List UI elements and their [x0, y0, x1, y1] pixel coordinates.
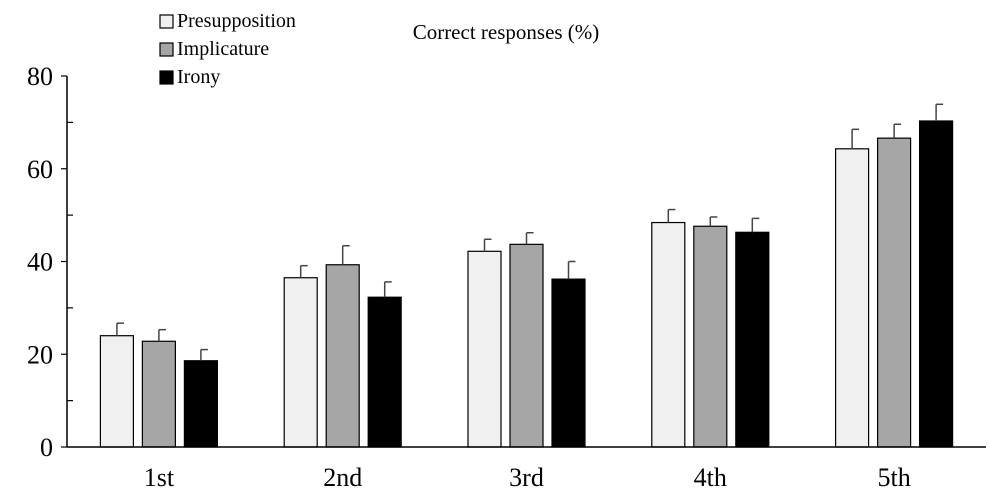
- y-tick-label: 40: [27, 248, 53, 277]
- legend-swatch-presupposition: [159, 14, 174, 29]
- bar-implicature-1st: [141, 340, 176, 448]
- bar-presupposition-2nd: [283, 277, 318, 448]
- bar-implicature-5th: [876, 137, 912, 448]
- bar-irony-5th: [918, 120, 954, 448]
- x-category-label: 2nd: [323, 463, 362, 492]
- y-tick-label: 0: [40, 433, 53, 462]
- y-ticks-layer: 0 20 40 60 80: [27, 62, 73, 462]
- bar-irony-2nd: [367, 296, 402, 448]
- bars-layer: [99, 120, 954, 448]
- y-tick-label: 60: [27, 155, 53, 184]
- bar-implicature-3rd: [509, 243, 544, 448]
- x-category-label: 5th: [877, 463, 910, 492]
- bar-presupposition-3rd: [467, 250, 502, 448]
- bar-presupposition-1st: [99, 335, 135, 448]
- x-category-label: 4th: [694, 463, 727, 492]
- x-category-label: 3rd: [509, 463, 544, 492]
- error-bars-layer: [116, 103, 944, 361]
- x-category-label: 1st: [144, 463, 175, 492]
- bar-presupposition-5th: [834, 148, 870, 448]
- bar-implicature-4th: [693, 225, 728, 448]
- legend-swatch-irony: [159, 70, 174, 85]
- chart-title: Correct responses (%): [413, 20, 600, 44]
- bar-implicature-2nd: [325, 264, 360, 448]
- bar-irony-4th: [735, 231, 770, 448]
- bar-irony-1st: [183, 360, 218, 448]
- legend-label-implicature: Implicature: [177, 38, 269, 60]
- y-tick-label: 20: [27, 340, 53, 369]
- legend-swatch-implicature: [159, 42, 174, 57]
- bar-presupposition-4th: [651, 221, 686, 448]
- legend: Presupposition Implicature Irony: [159, 10, 296, 88]
- legend-label-irony: Irony: [177, 66, 220, 88]
- bar-irony-3rd: [551, 278, 586, 448]
- x-labels-layer: 1st 2nd 3rd 4th 5th: [144, 463, 911, 492]
- y-tick-label: 80: [27, 62, 53, 91]
- legend-label-presupposition: Presupposition: [177, 10, 296, 32]
